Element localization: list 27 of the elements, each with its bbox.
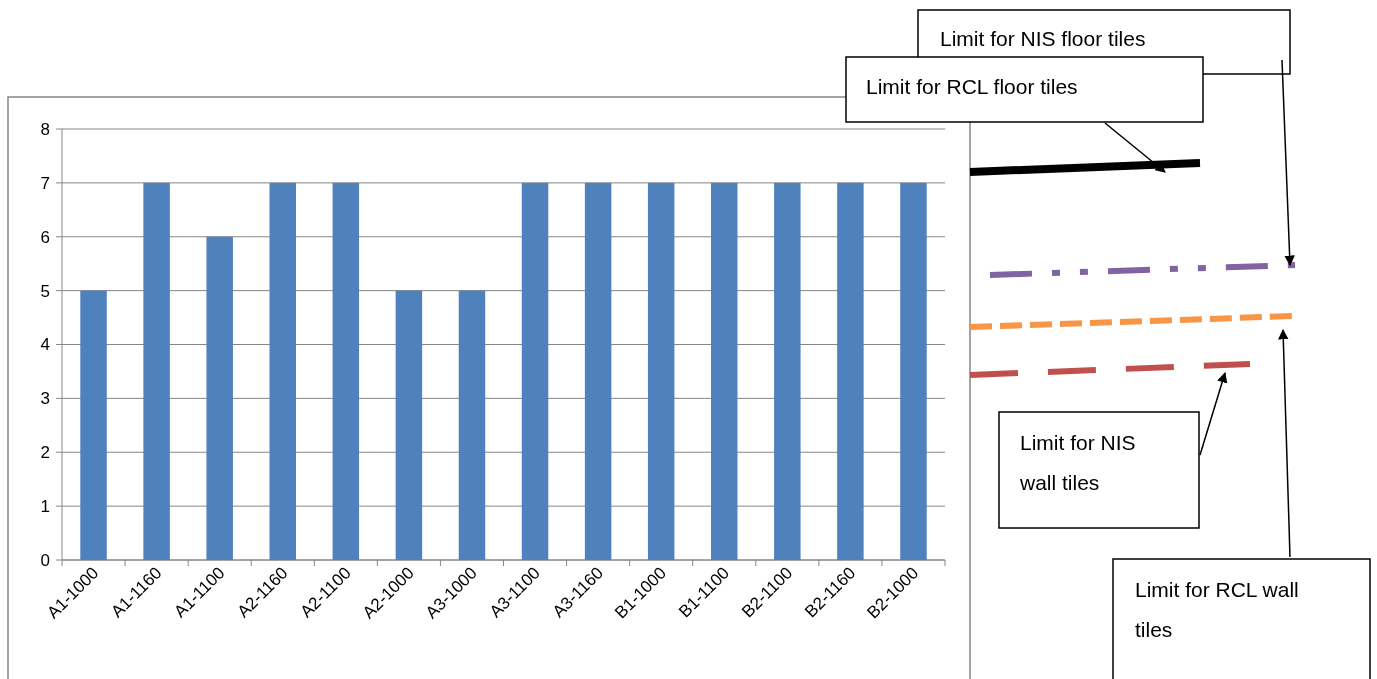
- text: Limit for NIS wall tiles: [1019, 431, 1136, 494]
- y-tick-label: 4: [40, 335, 50, 355]
- text: Limit for RCL wall tiles: [1135, 578, 1299, 641]
- bar: [900, 182, 927, 560]
- y-tick-label: 5: [40, 281, 50, 301]
- bar: [774, 182, 801, 560]
- bar: [711, 182, 738, 560]
- y-tick-label: 1: [40, 497, 50, 517]
- y-tick-label: 3: [40, 389, 50, 409]
- y-tick-label: 2: [40, 443, 50, 463]
- bar: [584, 182, 612, 560]
- y-tick-label: 6: [40, 227, 50, 247]
- bar: [395, 290, 423, 560]
- bar: [458, 290, 486, 560]
- bar: [80, 290, 107, 560]
- text: Limit for RCL floor tiles: [866, 75, 1078, 98]
- y-tick-label: 8: [40, 119, 50, 139]
- y-tick-label: 7: [40, 173, 50, 193]
- bar: [143, 182, 170, 560]
- text: Limit for NIS floor tiles: [940, 27, 1146, 50]
- bar: [269, 182, 296, 560]
- bar: [837, 182, 864, 560]
- bar: [206, 236, 233, 560]
- bar: [647, 182, 675, 560]
- bar: [332, 182, 360, 560]
- y-tick-label: 0: [40, 550, 50, 570]
- bar: [521, 182, 549, 560]
